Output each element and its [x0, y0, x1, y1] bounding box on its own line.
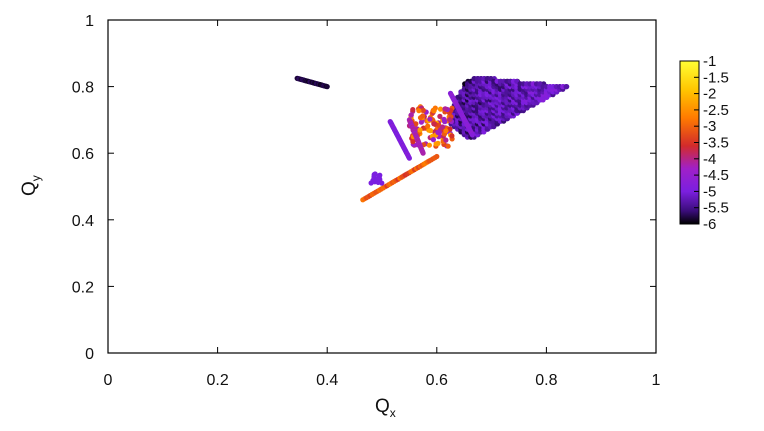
- scatter-points: [294, 75, 570, 203]
- y-tick-label: 1: [85, 13, 94, 30]
- colorbar-tick-label: -1: [703, 53, 716, 70]
- colorbar-tick-label: -1.5: [703, 69, 729, 86]
- mixed-cluster-point: [447, 117, 453, 123]
- colorbar-tick-label: -3: [703, 118, 716, 135]
- mixed-cluster-point: [443, 128, 449, 134]
- colorbar-tick-label: -6: [703, 216, 716, 233]
- mixed-cluster-point: [437, 106, 444, 112]
- mixed-cluster-point: [417, 127, 423, 133]
- resonance-line-upper-left-point: [324, 84, 330, 90]
- mixed-cluster-point: [420, 113, 426, 119]
- mixed-cluster-point: [408, 112, 414, 118]
- mixed-cluster-point: [431, 121, 437, 127]
- y-axis-label-subscript: y: [29, 175, 43, 181]
- x-tick-label: 0.6: [426, 372, 448, 389]
- mixed-cluster-point: [439, 124, 446, 130]
- colorbar-tick-label: -4.5: [703, 167, 729, 184]
- y-tick-label: 0.2: [72, 279, 94, 296]
- colorbar-tick-label: -2: [703, 86, 716, 103]
- x-tick-label: 0.4: [316, 372, 338, 389]
- y-tick-label: 0: [85, 346, 94, 363]
- mixed-cluster-point: [445, 143, 451, 149]
- mixed-cluster-point: [431, 107, 437, 113]
- mixed-cluster-point: [427, 116, 433, 122]
- y-tick-label: 0.6: [72, 146, 94, 163]
- diagonal-stripe-2-point: [469, 132, 475, 138]
- colorbar-tick-label: -5.5: [703, 200, 729, 217]
- x-axis-label-main: Q: [375, 396, 390, 417]
- colorbar-tick-label: -5: [703, 183, 716, 200]
- mixed-cluster-point: [449, 133, 455, 139]
- plot-frame: [107, 19, 657, 354]
- triangle-fill-point: [563, 84, 569, 90]
- x-tick-label: 1: [652, 372, 661, 389]
- colorbar-tick-label: -3.5: [703, 135, 729, 152]
- mixed-cluster-point: [426, 142, 432, 148]
- colorbar-tick-label: -4: [703, 151, 716, 168]
- colorbar-tick-label: -2.5: [703, 102, 729, 119]
- mixed-cluster-point: [435, 129, 441, 135]
- mixed-cluster-point: [443, 137, 449, 143]
- y-tick-label: 0.4: [72, 213, 94, 230]
- colorbar-ticks: -1-1.5-2-2.5-3-3.5-4-4.5-5-5.5-6: [694, 53, 729, 233]
- y-tick-label: 0.8: [72, 80, 94, 97]
- diagonal-stripe-3-point: [420, 150, 426, 156]
- diagonal-stripe-1-point: [406, 155, 412, 161]
- small-cluster-lower-point: [375, 176, 381, 182]
- mixed-cluster-point: [416, 108, 422, 114]
- mixed-cluster-point: [447, 126, 453, 132]
- x-tick-label: 0: [104, 372, 113, 389]
- mixed-cluster-point: [433, 141, 439, 147]
- mixed-cluster-point: [413, 121, 419, 127]
- mixed-cluster-point: [420, 107, 426, 113]
- x-axis-label-subscript: x: [390, 406, 396, 420]
- x-tick-label: 0.2: [206, 372, 228, 389]
- mixed-cluster-point: [427, 128, 434, 134]
- mixed-cluster-point: [410, 107, 416, 113]
- mixed-cluster-point: [425, 123, 431, 129]
- x-axis-label: Qx: [375, 396, 396, 420]
- y-axis-label: Qy: [19, 175, 43, 196]
- x-axis-ticks: 0 0.2 0.4 0.6 0.8 1: [104, 20, 661, 389]
- mixed-cluster-point: [442, 106, 448, 112]
- y-axis-label-main: Q: [19, 181, 40, 196]
- mixed-cluster-point: [430, 137, 436, 143]
- mixed-cluster-point: [410, 139, 416, 145]
- mixed-cluster-point: [437, 113, 443, 119]
- mixed-cluster-point: [442, 119, 448, 125]
- y-axis-ticks: 0 0.2 0.4 0.6 0.8 1: [72, 13, 656, 363]
- lower-tail-point: [434, 153, 440, 160]
- x-tick-label: 0.8: [535, 372, 557, 389]
